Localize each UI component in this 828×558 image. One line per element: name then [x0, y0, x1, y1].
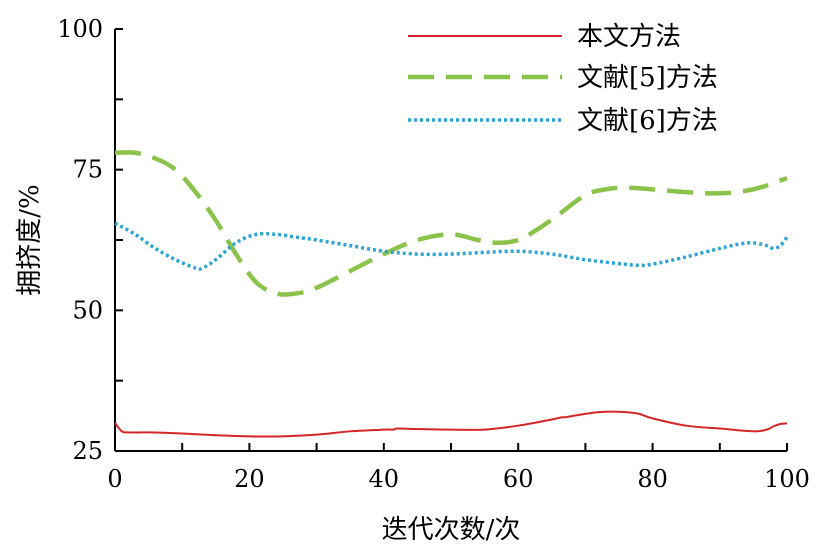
y-tick-label: 100 — [57, 15, 103, 43]
series-line-3 — [114, 221, 789, 271]
axes: 0 20 40 60 80 100 25 50 75 100 — [57, 15, 810, 493]
x-tick-label: 20 — [234, 465, 265, 493]
x-tick-label: 0 — [107, 465, 122, 493]
series-lines — [114, 150, 789, 438]
legend-label-2: 文献[5]方法 — [577, 63, 718, 93]
y-tick-label: 50 — [72, 296, 103, 324]
series-line-2 — [114, 150, 788, 297]
y-axis-title: 拥挤度/% — [15, 184, 45, 295]
y-tick-label: 25 — [72, 437, 103, 465]
x-tick-label: 40 — [369, 465, 400, 493]
y-ticks: 25 50 75 100 — [57, 15, 123, 465]
x-tick-label: 60 — [503, 465, 534, 493]
legend-label-1: 本文方法 — [577, 22, 681, 52]
series-line-1 — [114, 410, 788, 438]
x-ticks: 0 20 40 60 80 100 — [107, 443, 810, 493]
x-tick-label: 80 — [637, 465, 668, 493]
y-tick-label: 75 — [72, 156, 103, 184]
x-tick-label: 100 — [764, 465, 810, 493]
legend-label-3: 文献[6]方法 — [577, 106, 718, 136]
x-axis-title: 迭代次数/次 — [382, 515, 521, 545]
